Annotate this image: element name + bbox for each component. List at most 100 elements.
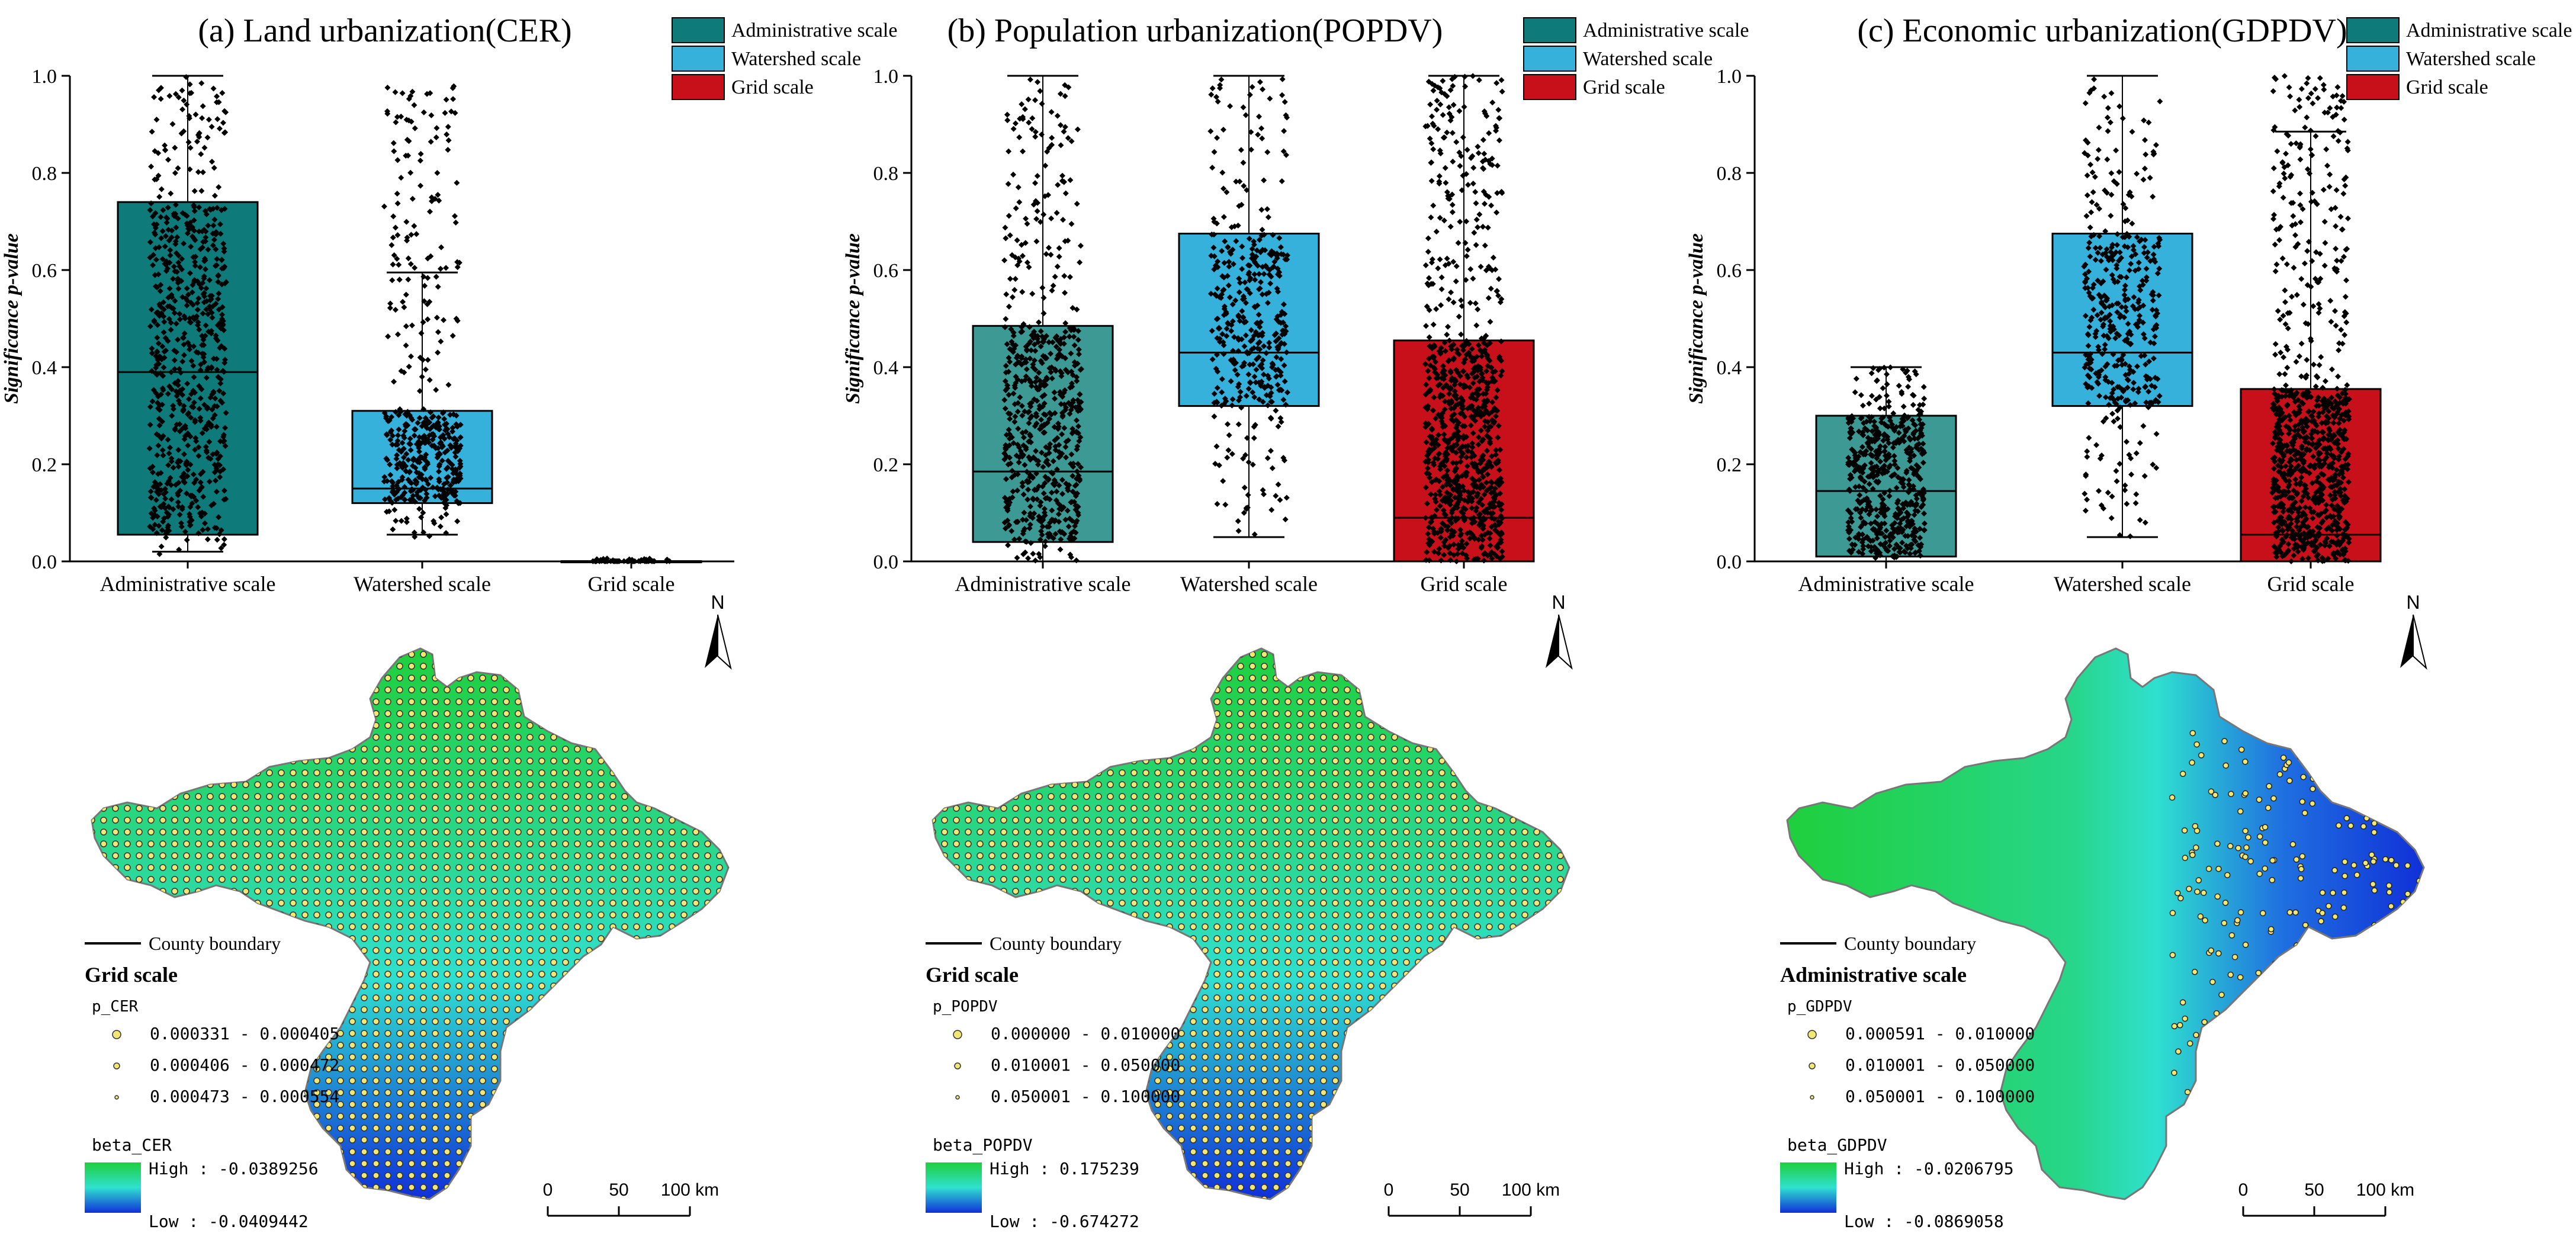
data-point <box>1428 441 1435 447</box>
data-point <box>1858 392 1864 399</box>
data-point <box>1209 165 1216 171</box>
legend-swatch <box>1523 46 1576 72</box>
data-point <box>1022 106 1028 113</box>
data-point <box>1038 449 1045 456</box>
data-point <box>2289 293 2295 300</box>
data-point <box>1065 437 1071 444</box>
data-point <box>1904 545 1911 551</box>
data-point <box>182 528 188 535</box>
data-point <box>1450 299 1457 306</box>
data-point <box>211 216 218 223</box>
y-tick-label: 1.0 <box>1717 66 1742 88</box>
data-point <box>1916 416 1923 423</box>
data-point <box>2345 451 2352 457</box>
data-point <box>1443 458 1450 464</box>
data-point <box>1448 289 1454 296</box>
data-point <box>1020 516 1026 523</box>
data-point <box>1271 259 1278 265</box>
data-point <box>1032 367 1039 373</box>
data-point <box>2275 308 2281 314</box>
data-point <box>1071 362 1078 369</box>
data-point <box>1423 323 1430 329</box>
data-point <box>1873 506 1880 513</box>
data-point <box>435 349 441 356</box>
y-tick-label: 0.6 <box>1717 260 1742 282</box>
data-point <box>1248 346 1255 353</box>
data-point <box>1477 519 1484 526</box>
data-point <box>202 266 208 272</box>
data-point <box>213 332 219 339</box>
data-point <box>220 265 227 271</box>
data-point <box>1223 189 1230 195</box>
data-point <box>2332 308 2339 314</box>
data-point <box>1007 232 1013 239</box>
data-point <box>208 502 215 509</box>
data-point <box>1459 187 1465 194</box>
data-point <box>1489 374 1496 381</box>
data-point <box>2297 202 2304 208</box>
data-point <box>1485 295 1492 301</box>
y-tick-label: 0.0 <box>873 551 899 573</box>
data-point <box>1031 510 1038 517</box>
data-point <box>411 529 417 536</box>
data-point <box>1246 269 1252 276</box>
data-point <box>1216 462 1222 468</box>
data-point <box>1499 88 1505 95</box>
data-point <box>1054 435 1061 441</box>
data-point <box>2137 313 2143 319</box>
data-point <box>1238 404 1245 411</box>
data-point <box>1015 400 1022 406</box>
data-point <box>436 478 442 485</box>
data-point <box>160 329 167 336</box>
data-point <box>2282 463 2289 470</box>
data-point <box>1004 341 1010 348</box>
data-point <box>1032 129 1039 135</box>
data-point <box>1427 101 1434 108</box>
data-point <box>438 338 444 345</box>
data-point <box>1435 84 1441 91</box>
data-point <box>1446 493 1453 499</box>
data-point <box>1059 393 1066 400</box>
data-point <box>1040 490 1047 497</box>
data-point <box>152 245 159 252</box>
data-point <box>1048 252 1054 258</box>
data-point <box>2116 314 2123 320</box>
data-point <box>1066 482 1072 489</box>
data-point <box>1211 400 1218 406</box>
data-point <box>1488 464 1495 470</box>
data-point <box>1062 387 1068 394</box>
data-point <box>2103 297 2109 304</box>
data-point <box>1440 363 1447 370</box>
data-point <box>2134 171 2140 177</box>
data-point <box>1013 452 1020 459</box>
data-point <box>1262 247 1268 253</box>
data-point <box>438 514 445 521</box>
data-point <box>1437 394 1443 400</box>
data-point <box>427 409 433 416</box>
legend-label: Administrative scale <box>1583 20 1749 41</box>
data-point <box>1461 104 1467 110</box>
data-point <box>2087 317 2094 323</box>
data-point <box>1424 303 1430 310</box>
data-point <box>1896 383 1902 389</box>
data-point <box>203 306 210 313</box>
data-point <box>2304 356 2310 363</box>
data-point <box>1485 434 1492 441</box>
data-point <box>2087 224 2093 231</box>
data-point <box>220 432 227 438</box>
y-tick-label: 0.8 <box>873 163 899 185</box>
data-point <box>1281 378 1288 384</box>
data-point <box>2113 147 2119 153</box>
data-point <box>1215 316 1221 322</box>
data-point <box>1493 124 1499 131</box>
data-point <box>1479 353 1485 359</box>
data-point <box>2114 242 2120 248</box>
data-point <box>1460 433 1467 439</box>
data-point <box>1069 399 1076 406</box>
data-point <box>165 436 171 443</box>
data-point <box>1053 497 1059 503</box>
data-point <box>1469 495 1476 502</box>
data-point <box>1858 515 1864 521</box>
data-point <box>158 214 164 220</box>
data-point <box>1061 425 1068 431</box>
